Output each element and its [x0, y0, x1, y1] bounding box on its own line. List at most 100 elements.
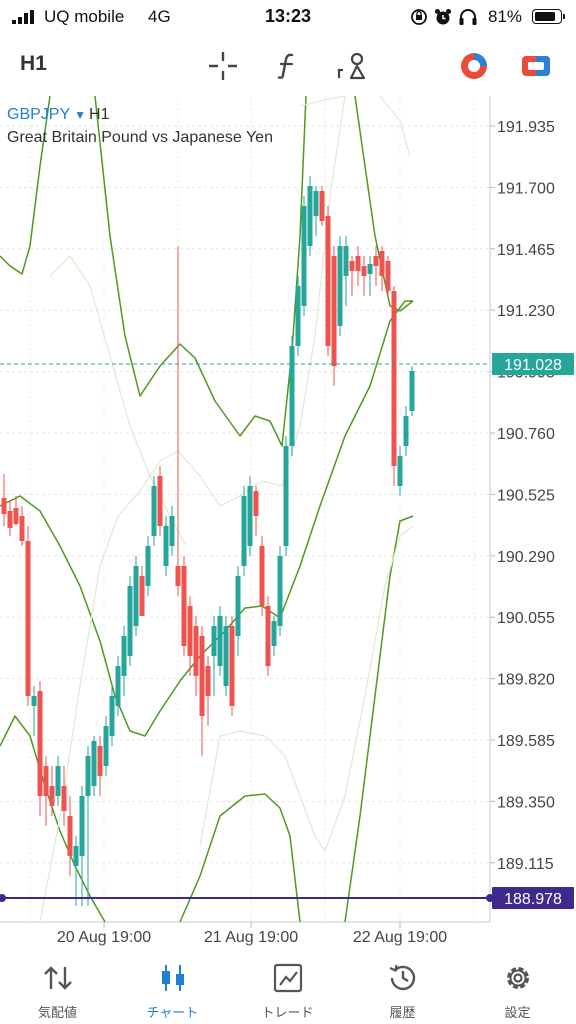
candle-body: [19, 516, 25, 541]
quotes-icon: [44, 966, 72, 990]
crosshair-icon[interactable]: [205, 48, 241, 84]
network-type: 4G: [148, 7, 171, 26]
envelope-lower: [199, 525, 414, 852]
battery-icon: [532, 9, 565, 24]
quick-trade-icon[interactable]: [518, 48, 554, 84]
candle-body: [163, 526, 169, 566]
candle-body: [157, 476, 163, 526]
clock: 13:23: [264, 6, 312, 26]
candle-body: [337, 246, 343, 326]
candle-body: [1, 498, 7, 514]
tab-trade[interactable]: トレード: [230, 952, 345, 1024]
battery-percentage: 81%: [488, 7, 523, 26]
tab-quotes[interactable]: 気配値: [0, 952, 115, 1024]
candle-body: [73, 846, 79, 866]
candle-body: [319, 191, 325, 221]
line-handle-left: [0, 894, 6, 902]
symbol-dropdown-icon[interactable]: ▼: [74, 108, 87, 122]
candle-body: [193, 626, 199, 676]
y-tick-label: 189.350: [497, 794, 555, 811]
y-tick-label: 191.935: [497, 119, 555, 136]
candle-body: [151, 486, 157, 536]
candle-body: [271, 621, 277, 646]
y-tick-label: 191.700: [497, 180, 555, 197]
bottom-tab-bar: 気配値 チャート トレード 履歴 設定: [0, 952, 576, 1024]
candle-body: [43, 766, 49, 796]
chart-timeframe: H1: [89, 106, 110, 123]
settings-icon: [507, 967, 529, 989]
bid-price-label: 191.028: [504, 357, 562, 374]
candle-body: [31, 696, 37, 706]
chart-symbol-header[interactable]: GBPJPY ▼ H1: [7, 106, 109, 124]
candle-body: [13, 508, 19, 524]
candle-body: [367, 264, 373, 274]
headphones-icon: [459, 9, 477, 25]
carrier-name: UQ mobile: [44, 7, 125, 26]
candle-body: [217, 616, 223, 666]
y-tick-label: 190.055: [497, 610, 555, 627]
tab-label: トレード: [261, 1005, 314, 1020]
one-click-trading-icon[interactable]: [456, 48, 492, 84]
chart-candles-icon: [162, 965, 184, 991]
candle-body: [241, 496, 247, 566]
tab-chart[interactable]: チャート: [115, 952, 230, 1024]
x-tick-label: 22 Aug 19:00: [353, 929, 447, 946]
candle-body: [253, 491, 259, 516]
candle-body: [181, 566, 187, 646]
candle-body: [133, 566, 139, 626]
candles: [1, 176, 415, 906]
indicators-icon[interactable]: [270, 48, 306, 84]
tab-settings[interactable]: 設定: [460, 952, 575, 1024]
y-tick-label: 189.115: [497, 856, 554, 873]
candle-body: [307, 186, 313, 246]
candle-body: [37, 691, 43, 796]
tab-history[interactable]: 履歴: [345, 952, 460, 1024]
candle-body: [379, 251, 385, 276]
candle-body: [67, 816, 73, 856]
candle-body: [391, 291, 397, 466]
candle-body: [211, 626, 217, 656]
horizontal-line-tag: [492, 887, 574, 909]
chart-canvas[interactable]: 191.935191.700191.465191.230190.995190.7…: [0, 96, 576, 952]
candle-body: [265, 606, 271, 666]
candle-body: [115, 666, 121, 706]
candle-body: [199, 636, 205, 716]
candle-body: [277, 556, 283, 626]
alarm-icon: [435, 9, 451, 25]
symbol-name[interactable]: GBPJPY: [7, 106, 71, 123]
candle-body: [301, 206, 307, 306]
candle-body: [343, 246, 349, 276]
candle-body: [373, 256, 379, 266]
candle-body: [175, 566, 181, 586]
candle-body: [223, 626, 229, 686]
candle-body: [187, 606, 193, 656]
band-lower: [179, 793, 301, 923]
y-tick-label: 191.465: [497, 242, 555, 259]
candle-body: [97, 746, 103, 776]
candle-body: [145, 546, 151, 586]
candle-body: [325, 216, 331, 346]
timeframe-button[interactable]: H1: [20, 52, 47, 75]
candle-body: [7, 511, 13, 528]
y-tick-label: 190.290: [497, 549, 555, 566]
rotation-lock-icon: [411, 9, 427, 25]
candle-body: [49, 786, 55, 806]
objects-icon[interactable]: [334, 48, 370, 84]
candle-body: [109, 696, 115, 736]
candle-body: [331, 256, 337, 366]
candle-body: [55, 766, 61, 796]
band-lower-left: [0, 715, 106, 923]
candle-body: [355, 256, 361, 271]
candle-body: [361, 266, 367, 276]
bid-price-tag: [492, 353, 574, 375]
tab-label: 履歴: [389, 1005, 416, 1020]
x-tick-label: 20 Aug 19:00: [57, 929, 151, 946]
candle-body: [127, 586, 133, 656]
candle-body: [259, 546, 265, 606]
price-chart[interactable]: 191.935191.700191.465191.230190.995190.7…: [0, 96, 576, 952]
candle-body: [397, 456, 403, 486]
candle-body: [85, 756, 91, 796]
x-tick-label: 21 Aug 19:00: [204, 929, 298, 946]
signal-strength-icon: [12, 10, 34, 24]
y-tick-label: 189.585: [497, 733, 555, 750]
